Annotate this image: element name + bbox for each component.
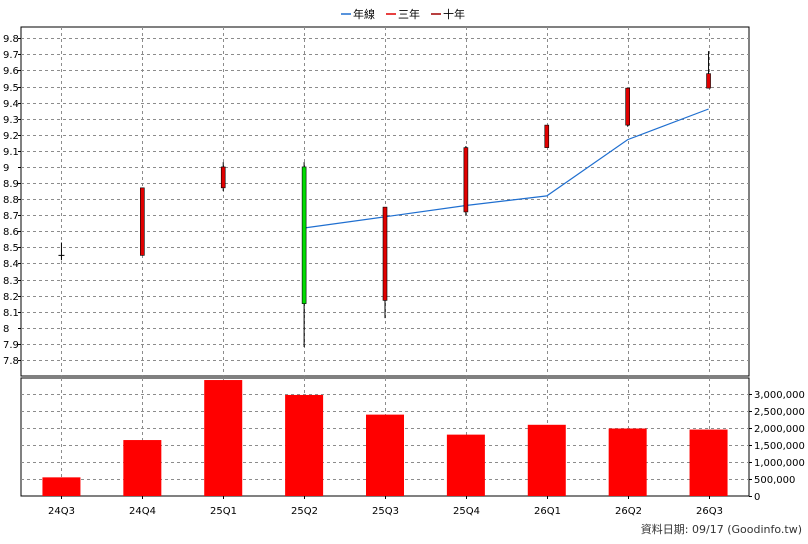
legend: 年線 三年 十年 xyxy=(341,7,465,21)
volume-tick-label: 2,000,000 xyxy=(754,424,805,435)
price-tick-label: 8.3 xyxy=(3,276,19,287)
price-tick-label: 9.6 xyxy=(3,66,19,77)
volume-bar xyxy=(527,424,566,496)
price-tick-label: 9.5 xyxy=(3,83,19,94)
x-tick-label: 25Q1 xyxy=(210,506,237,517)
price-tick-label: 9.8 xyxy=(3,34,19,45)
price-tick-label: 9.3 xyxy=(3,115,19,126)
volume-bar xyxy=(123,440,162,496)
price-tick-label: 9.4 xyxy=(3,99,19,110)
volume-bar xyxy=(42,477,81,496)
candle-body xyxy=(463,147,469,213)
candle-body xyxy=(220,166,226,189)
legend-label: 十年 xyxy=(443,7,465,21)
price-tick-label: 8.2 xyxy=(3,292,19,303)
x-tick-label: 24Q4 xyxy=(129,506,156,517)
x-tick-label: 26Q3 xyxy=(696,506,723,517)
x-tick-label: 25Q2 xyxy=(291,506,318,517)
legend-label: 三年 xyxy=(398,7,420,21)
candle-body xyxy=(140,187,145,256)
volume-bar xyxy=(285,394,324,496)
volume-bars xyxy=(42,380,728,496)
volume-bar xyxy=(204,380,243,496)
volume-bar xyxy=(366,414,404,496)
price-tick-label: 8.5 xyxy=(3,243,19,254)
x-tick-label: 26Q2 xyxy=(615,506,642,517)
x-tick-label: 25Q3 xyxy=(372,506,399,517)
candles-layer xyxy=(58,51,711,348)
x-tick-label: 25Q4 xyxy=(453,506,480,517)
x-tick-label: 26Q1 xyxy=(534,506,561,517)
volume-axis: 0 500,000 1,000,000 1,500,000 2,000,000 2,500… xyxy=(749,390,805,503)
price-tick-label: 9.7 xyxy=(3,50,19,61)
price-axis: 7.8 7.9 8 8.1 8.2 8.3 8.4 8.5 8.6 8.7 8.8 8.9 9 9.1 9.… xyxy=(3,34,21,367)
volume-bar xyxy=(446,434,485,496)
price-tick-label: 8.8 xyxy=(3,195,19,206)
legend-label: 年線 xyxy=(353,7,375,21)
volume-tick-label: 1,000,000 xyxy=(754,458,805,469)
candle-body xyxy=(706,73,711,89)
price-tick-label: 9 xyxy=(3,163,9,174)
annual-line xyxy=(304,108,709,229)
candle-body xyxy=(544,124,550,148)
volume-tick-label: 2,500,000 xyxy=(754,407,805,418)
candle-body xyxy=(301,166,307,304)
price-tick-label: 8.9 xyxy=(3,179,19,190)
price-tick-label: 7.8 xyxy=(3,356,19,367)
volume-tick-label: 3,000,000 xyxy=(754,390,805,401)
price-tick-label: 7.9 xyxy=(3,340,19,351)
volume-bar xyxy=(689,429,728,496)
volume-tick-label: 500,000 xyxy=(754,475,795,486)
price-tick-label: 9.1 xyxy=(3,147,19,158)
candle-body xyxy=(625,87,630,126)
price-tick-label: 8.6 xyxy=(3,227,19,238)
annual-line-layer xyxy=(304,108,709,229)
price-tick-label: 8.4 xyxy=(3,259,19,270)
volume-bar xyxy=(608,428,647,496)
price-tick-label: 9.2 xyxy=(3,131,19,142)
candle-body xyxy=(382,206,388,301)
footer-date-label: 資料日期: 09/17 (Goodinfo.tw) xyxy=(641,522,802,536)
x-axis: 24Q3 24Q4 25Q1 25Q2 25Q3 25Q4 26Q1 26Q2 26Q3 xyxy=(48,496,723,517)
volume-tick-label: 0 xyxy=(754,492,760,503)
volume-tick-label: 1,500,000 xyxy=(754,441,805,452)
price-tick-label: 8.7 xyxy=(3,211,19,222)
price-tick-label: 8.1 xyxy=(3,308,19,319)
x-tick-label: 24Q3 xyxy=(48,506,75,517)
price-tick-label: 8 xyxy=(3,324,9,335)
